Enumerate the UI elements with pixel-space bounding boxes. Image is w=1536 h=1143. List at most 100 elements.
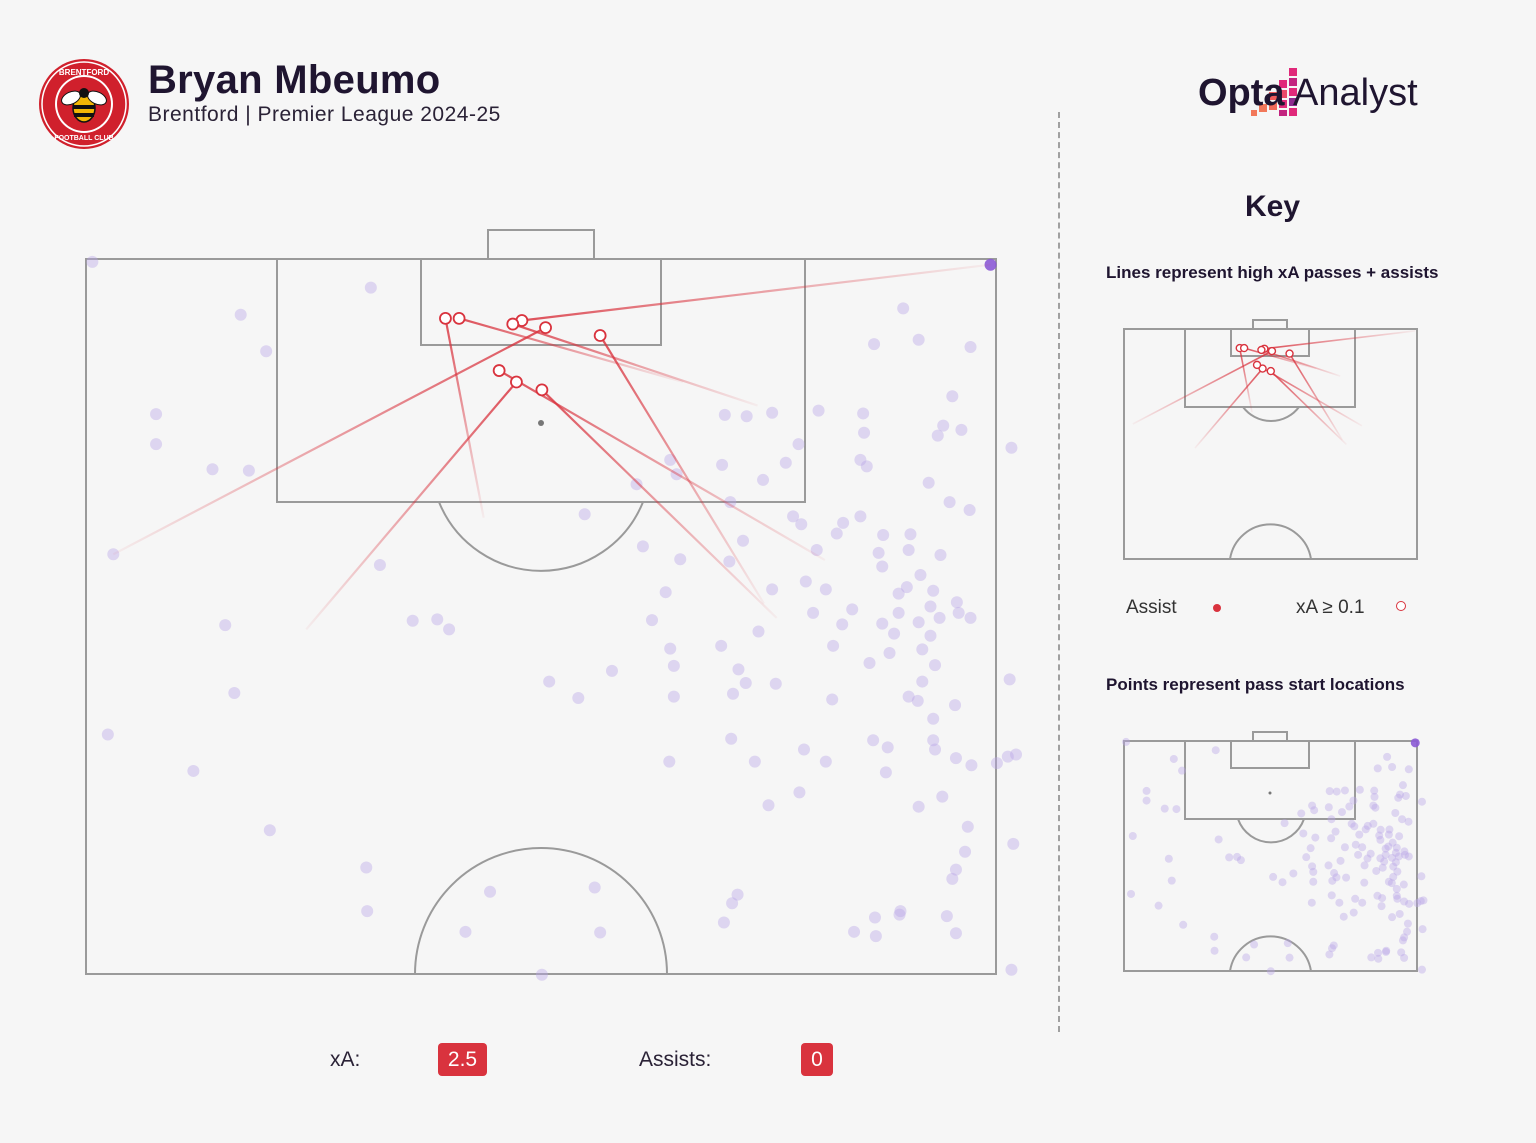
key-pass-start-point <box>1266 967 1275 976</box>
key-pass-start-point <box>1242 953 1251 962</box>
key-pass-start-point <box>1167 876 1176 885</box>
pass-start-point <box>1003 673 1016 686</box>
key-pass-start-point <box>1335 898 1344 907</box>
key-pass-start-point <box>1127 889 1136 898</box>
pass-start-point <box>360 861 373 874</box>
pass-start-point <box>836 618 849 631</box>
key-pass-start-point <box>1345 802 1354 811</box>
key-pass-start-point <box>1384 877 1393 886</box>
pass-start-point <box>946 872 959 885</box>
pass-start-point <box>959 845 972 858</box>
pass-start-point <box>667 659 680 672</box>
key-pass-start-point <box>1400 953 1409 962</box>
key-pass-start-point <box>1416 897 1425 906</box>
pass-start-point <box>879 766 892 779</box>
pass-start-point <box>793 786 806 799</box>
pass-start-point <box>717 916 730 929</box>
pass-start-point <box>912 616 925 629</box>
key-pass-start-point <box>1387 879 1396 888</box>
key-pass-line <box>599 334 765 605</box>
key-pass-start-point <box>1373 891 1382 900</box>
key-pass-start-point <box>1339 912 1348 921</box>
legend-assist-marker <box>1213 604 1221 612</box>
key-pass-start-point <box>1327 891 1336 900</box>
pass-start-point <box>914 569 927 582</box>
pass-start-point <box>912 333 925 346</box>
pass-start-point <box>757 473 770 486</box>
pass-start-point <box>86 255 99 268</box>
pass-start-point <box>990 757 1003 770</box>
key-pass-start-point <box>1308 801 1317 810</box>
key-pass-start-point <box>1404 765 1413 774</box>
key-mini-pass-line <box>1243 347 1317 370</box>
key-pass-start-point <box>1396 790 1405 799</box>
legend-assist-label: Assist <box>1126 597 1177 618</box>
pass-start-point <box>406 614 419 627</box>
pass-start-point <box>900 581 913 594</box>
key-pass-end-marker <box>593 329 607 342</box>
player-name: Bryan Mbeumo <box>148 58 441 102</box>
key-pass-start-point <box>1225 853 1234 862</box>
pass-start-point <box>860 460 873 473</box>
key-pass-line <box>305 381 518 631</box>
pass-start-point <box>827 639 840 652</box>
key-pass-start-point <box>1307 898 1316 907</box>
svg-text:FOOTBALL CLUB: FOOTBALL CLUB <box>54 135 113 142</box>
key-pass-start-point <box>1363 854 1372 863</box>
pass-start-point <box>769 677 782 690</box>
key-mini-end-marker <box>1257 345 1266 355</box>
key-pass-start-point <box>1299 829 1308 838</box>
key-pass-start-point <box>1395 909 1404 918</box>
key-pass-start-point <box>1351 894 1360 903</box>
key-pass-start-point <box>1392 891 1401 900</box>
pass-start-point <box>667 690 680 703</box>
key-pass-end-marker <box>539 321 552 335</box>
key-pass-line <box>541 389 778 619</box>
pass-start-point <box>964 340 977 353</box>
key-pass-end-marker <box>439 311 452 325</box>
key-pass-start-point <box>1388 838 1397 847</box>
key-pass-start-point <box>1328 876 1337 885</box>
key-pass-start-point <box>1122 737 1131 746</box>
pass-start-point <box>854 453 867 466</box>
key-pass-start-point <box>1210 932 1219 941</box>
key-pass-line <box>498 369 826 561</box>
key-pass-start-point <box>1392 843 1401 852</box>
key-pass-start-point <box>1325 787 1334 796</box>
key-pass-start-point <box>1392 884 1401 893</box>
pass-start-point <box>1005 441 1018 454</box>
key-pass-start-point <box>1172 805 1181 814</box>
key-title: Key <box>1245 190 1301 223</box>
pass-start-point <box>732 663 745 676</box>
pass-start-point <box>846 603 859 616</box>
pass-start-point <box>779 456 792 469</box>
pass-start-point <box>588 881 601 894</box>
pass-start-point <box>929 743 942 756</box>
pass-start-point <box>260 345 273 358</box>
pass-start-point <box>912 800 925 813</box>
pass-start-point <box>795 518 808 531</box>
key-pass-start-point <box>1329 941 1338 950</box>
pass-start-point <box>949 752 962 765</box>
xa-label: xA: <box>330 1048 361 1071</box>
key-pass-start-point <box>1378 894 1387 903</box>
key-pass-end-marker <box>452 311 466 325</box>
key-pass-start-point <box>1382 946 1391 955</box>
pass-start-point <box>659 586 672 599</box>
pass-start-point <box>943 496 956 509</box>
key-pass-start-point <box>1342 873 1351 882</box>
pass-start-point <box>927 712 940 725</box>
key-pass-start-point <box>1269 872 1278 881</box>
penalty-arc <box>438 501 644 572</box>
key-pass-start-point <box>1404 852 1413 861</box>
key-pass-start-point <box>1347 819 1356 828</box>
pass-start-point <box>830 527 843 540</box>
pass-start-point <box>726 897 739 910</box>
key-pass-start-point <box>1154 901 1163 910</box>
pass-start-point <box>361 905 374 918</box>
pass-start-point <box>724 496 737 509</box>
pass-start-point <box>1005 963 1018 976</box>
pass-start-point <box>663 755 676 768</box>
pass-start-point <box>888 627 901 640</box>
key-pass-start-point <box>1404 817 1413 826</box>
